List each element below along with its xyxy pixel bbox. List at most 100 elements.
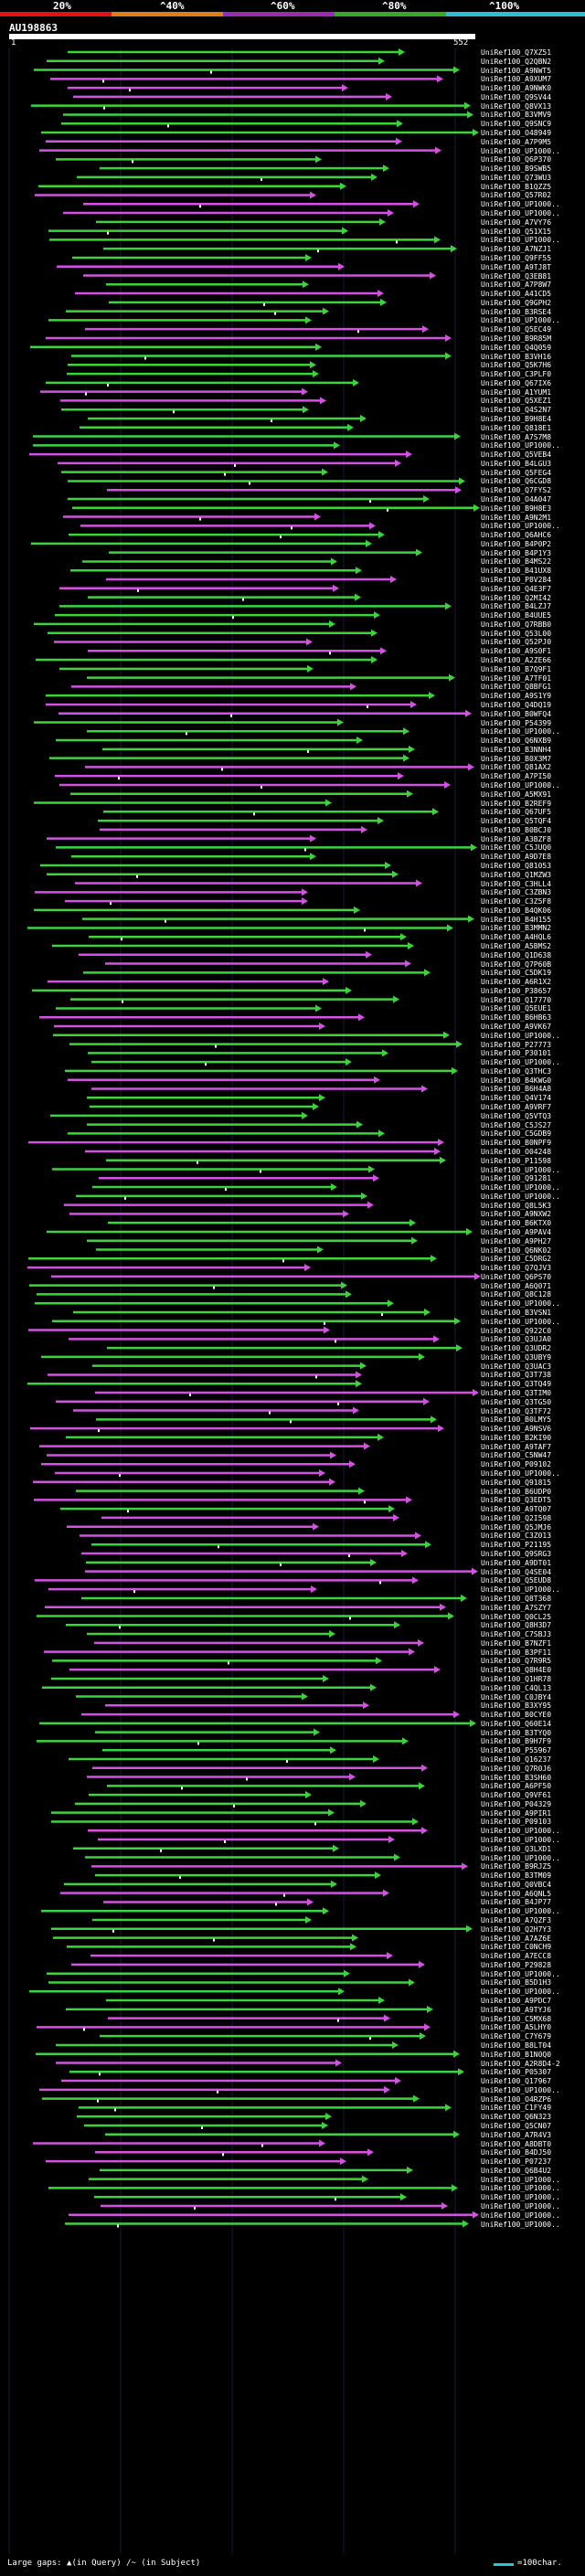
hit-label[interactable]: UniRef100_UP1000.. [481,1988,560,1997]
hit-label[interactable]: UniRef100_Q4DQ19 [481,700,552,709]
hit-label[interactable]: UniRef100_B0LMY5 [481,1415,552,1425]
hit-label[interactable]: UniRef100_Q8VX13 [481,101,552,111]
hit-label[interactable]: UniRef100_P29828 [481,1960,552,1969]
hit-label[interactable]: UniRef100_B4JP77 [481,1898,552,1907]
hit-label[interactable]: UniRef100_Q5K7H6 [481,361,552,370]
hit-label[interactable]: UniRef100_B3MMN2 [481,924,552,933]
hit-label[interactable]: UniRef100_C7SBJ3 [481,1630,552,1639]
hit-label[interactable]: UniRef100_A7P9M5 [481,137,552,146]
hit-label[interactable]: UniRef100_Q8L5K3 [481,1201,552,1210]
hit-label[interactable]: UniRef100_B5D1H3 [481,1978,552,1988]
hit-label[interactable]: UniRef100_B4UUE5 [481,611,552,620]
hit-label[interactable]: UniRef100_Q3TIM0 [481,1389,552,1397]
hit-label[interactable]: UniRef100_Q3EDT5 [481,1496,552,1505]
hit-label[interactable]: UniRef100_C3Z013 [481,1532,552,1541]
hit-label[interactable]: UniRef100_A6QNL5 [481,1889,552,1898]
hit-label[interactable]: UniRef100_A9VRF7 [481,1103,552,1112]
hit-label[interactable]: UniRef100_A4HQL6 [481,933,552,942]
hit-label[interactable]: UniRef100_Q7P60B [481,959,552,969]
hit-label[interactable]: UniRef100_Q6N323 [481,2113,552,2122]
hit-label[interactable]: UniRef100_Q2H7Y3 [481,1924,552,1934]
hit-label[interactable]: UniRef100_B4LZJ7 [481,602,552,611]
hit-label[interactable]: UniRef100_C0JBY4 [481,1692,552,1701]
hit-label[interactable]: UniRef100_Q0CL25 [481,1612,552,1621]
hit-label[interactable]: UniRef100_UP1000.. [481,236,560,245]
hit-label[interactable]: UniRef100_O4RZP6 [481,2094,552,2104]
hit-label[interactable]: UniRef100_A7PI50 [481,772,552,781]
hit-label[interactable]: UniRef100_P55967 [481,1746,552,1755]
hit-label[interactable]: UniRef100_Q7R9R5 [481,1657,552,1666]
hit-label[interactable]: UniRef100_Q8C128 [481,1290,552,1299]
hit-label[interactable]: UniRef100_UP1000.. [481,1317,560,1326]
hit-label[interactable]: UniRef100_P11598 [481,1156,552,1165]
hit-label[interactable]: UniRef100_A6R1X2 [481,978,552,987]
hit-label[interactable]: UniRef100_B9H8E3 [481,504,552,513]
hit-label[interactable]: UniRef100_B9H8E4 [481,414,552,423]
hit-label[interactable]: UniRef100_B1N0Q0 [481,2050,552,2059]
hit-label[interactable]: UniRef100_A7AZ6E [481,1934,552,1943]
hit-label[interactable]: UniRef100_Q9SV44 [481,92,552,101]
hit-label[interactable]: UniRef100_Q6AHC6 [481,531,552,540]
hit-label[interactable]: UniRef100_B7NZF1 [481,1638,552,1648]
hit-label[interactable]: UniRef100_Q53L00 [481,629,552,638]
hit-label[interactable]: UniRef100_A9XUM7 [481,75,552,84]
hit-label[interactable]: UniRef100_Q5VEB4 [481,451,552,460]
hit-label[interactable]: UniRef100_Q67UF5 [481,808,552,817]
hit-label[interactable]: UniRef100_Q91815 [481,1478,552,1487]
hit-label[interactable]: UniRef100_Q9SRG3 [481,1550,552,1559]
hit-label[interactable]: UniRef100_A6Q071 [481,1281,552,1290]
hit-label[interactable]: UniRef100_UP1000.. [481,727,560,737]
hit-label[interactable]: UniRef100_A9S0F1 [481,647,552,656]
hit-label[interactable]: UniRef100_B3TM09 [481,1871,552,1881]
hit-label[interactable]: UniRef100_A9D7E8 [481,853,552,862]
hit-label[interactable]: UniRef100_C1FY49 [481,2104,552,2113]
hit-label[interactable]: UniRef100_P27773 [481,1040,552,1049]
hit-label[interactable]: UniRef100_B3VSN1 [481,1308,552,1317]
hit-label[interactable]: UniRef100_B2REF9 [481,799,552,808]
hit-label[interactable]: UniRef100_C3ZBN3 [481,888,552,897]
hit-label[interactable]: UniRef100_Q7FYS2 [481,486,552,495]
hit-label[interactable]: UniRef100_Q6CGD8 [481,477,552,486]
hit-label[interactable]: UniRef100_P30101 [481,1049,552,1058]
hit-label[interactable]: UniRef100_P07237 [481,2157,552,2167]
hit-label[interactable]: UniRef100_A3BZF8 [481,834,552,843]
hit-label[interactable]: UniRef100_Q8BFG1 [481,683,552,692]
hit-label[interactable]: UniRef100_Q4V174 [481,1094,552,1103]
hit-label[interactable]: UniRef100_A8DBT0 [481,2139,552,2148]
hit-label[interactable]: UniRef100_A9TQ07 [481,1505,552,1514]
hit-label[interactable]: UniRef100_Q3TF72 [481,1406,552,1415]
hit-label[interactable]: UniRef100_B3VH16 [481,352,552,361]
hit-label[interactable]: UniRef100_Q818E1 [481,423,552,432]
hit-label[interactable]: UniRef100_B0WFQ4 [481,709,552,718]
hit-label[interactable]: UniRef100_A9TJ8T [481,262,552,271]
hit-label[interactable]: UniRef100_UP1000.. [481,1183,560,1193]
hit-label[interactable]: UniRef100_UP1000.. [481,1969,560,1978]
hit-label[interactable]: UniRef100_Q2MI42 [481,593,552,602]
hit-label[interactable]: UniRef100_C7Y679 [481,2032,552,2041]
hit-label[interactable]: UniRef100_A5LHY0 [481,2023,552,2032]
hit-label[interactable]: UniRef100_C5MX68 [481,2014,552,2023]
hit-label[interactable]: UniRef100_A5BMS2 [481,942,552,950]
hit-label[interactable]: UniRef100_P8V284 [481,576,552,585]
hit-label[interactable]: UniRef100_P04329 [481,1799,552,1808]
hit-label[interactable]: UniRef100_Q51X15 [481,227,552,236]
hit-label[interactable]: UniRef100_UP1000.. [481,2175,560,2184]
hit-label[interactable]: UniRef100_Q5CN07 [481,2121,552,2130]
hit-label[interactable]: UniRef100_B4LGU3 [481,459,552,468]
hit-label[interactable]: UniRef100_Q3TG50 [481,1397,552,1406]
hit-label[interactable]: UniRef100_Q5JMJ6 [481,1522,552,1532]
hit-label[interactable]: UniRef100_Q5XEZ1 [481,397,552,406]
hit-label[interactable]: UniRef100_Q3UJA0 [481,1335,552,1344]
hit-label[interactable]: UniRef100_UP1000.. [481,1192,560,1201]
hit-label[interactable]: UniRef100_B4MS22 [481,557,552,567]
hit-label[interactable]: UniRef100_Q3T738 [481,1371,552,1380]
hit-label[interactable]: UniRef100_O48949 [481,129,552,138]
hit-label[interactable]: UniRef100_Q7RBB0 [481,620,552,629]
hit-label[interactable]: UniRef100_Q5TQF4 [481,817,552,826]
hit-label[interactable]: UniRef100_P09103 [481,1818,552,1827]
hit-label[interactable]: UniRef100_C3HLL4 [481,879,552,888]
hit-label[interactable]: UniRef100_Q5FEG4 [481,468,552,477]
hit-label[interactable]: UniRef100_B41UX8 [481,567,552,576]
hit-label[interactable]: UniRef100_UP1000.. [481,1827,560,1836]
hit-label[interactable]: UniRef100_A7R4V3 [481,2130,552,2139]
